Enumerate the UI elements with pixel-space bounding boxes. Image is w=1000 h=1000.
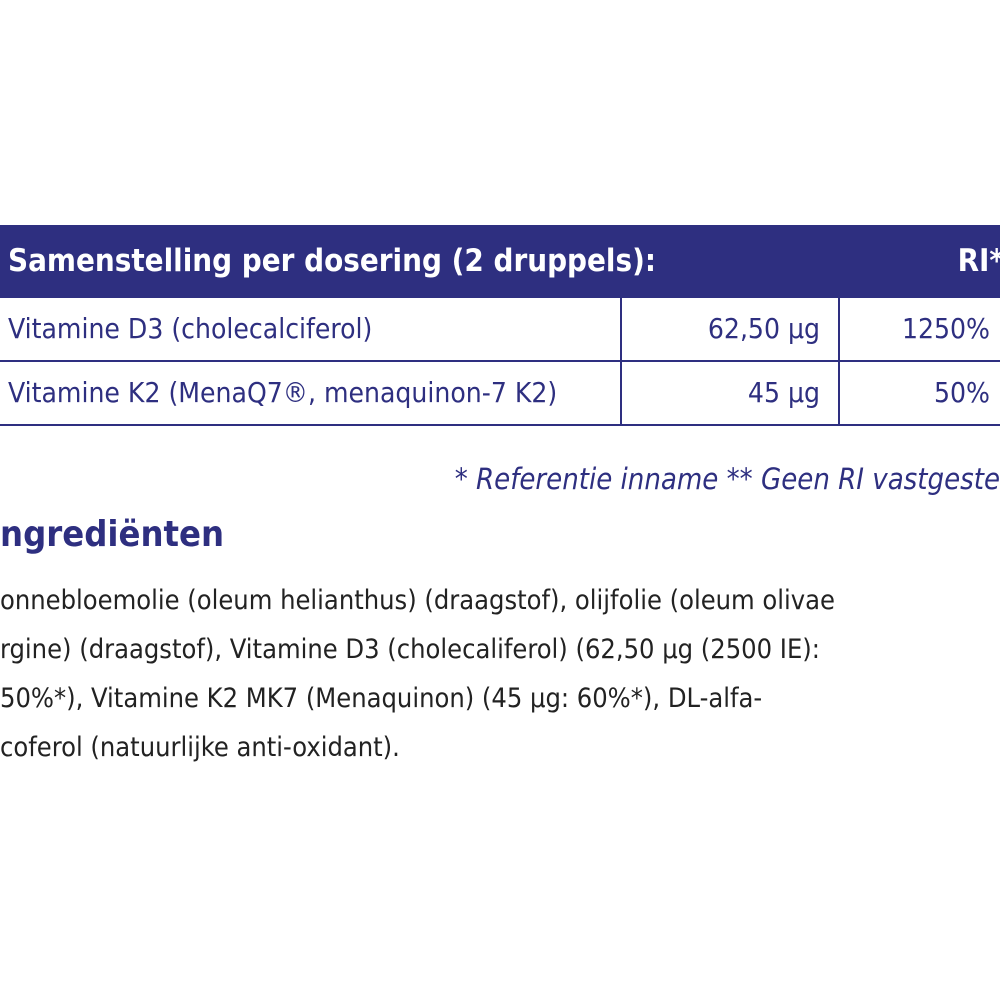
amount: 62,50 µg [620,298,820,360]
table-row: Vitamine K2 (MenaQ7®, menaquinon-7 K2) 45… [0,362,1000,426]
ri-percent: 50% [838,362,990,424]
ingredients-title: ngrediënten [0,514,225,555]
nutrient-name: Vitamine K2 (MenaQ7®, menaquinon-7 K2) [8,376,558,409]
amount: 45 µg [620,362,820,424]
nutrient-name: Vitamine D3 (cholecalciferol) [8,312,373,345]
footnote: * Referentie inname ** Geen RI vastgeste [454,462,1000,496]
ingredients-line: onnebloemolie (oleum helianthus) (draags… [0,585,835,616]
ingredients-line: coferol (natuurlijke anti-oxidant). [0,732,400,763]
header-title: Samenstelling per dosering (2 druppels): [8,243,656,279]
ri-percent: 1250% [838,298,990,360]
table-row: Vitamine D3 (cholecalciferol) 62,50 µg 125… [0,298,1000,362]
ingredients-line: rgine) (draagstof), Vitamine D3 (choleca… [0,634,820,665]
ingredients-line: 50%*), Vitamine K2 MK7 (Menaquinon) (45 … [0,683,763,714]
table-header: Samenstelling per dosering (2 druppels):… [0,225,1000,298]
header-ri: RI* [957,243,1000,279]
